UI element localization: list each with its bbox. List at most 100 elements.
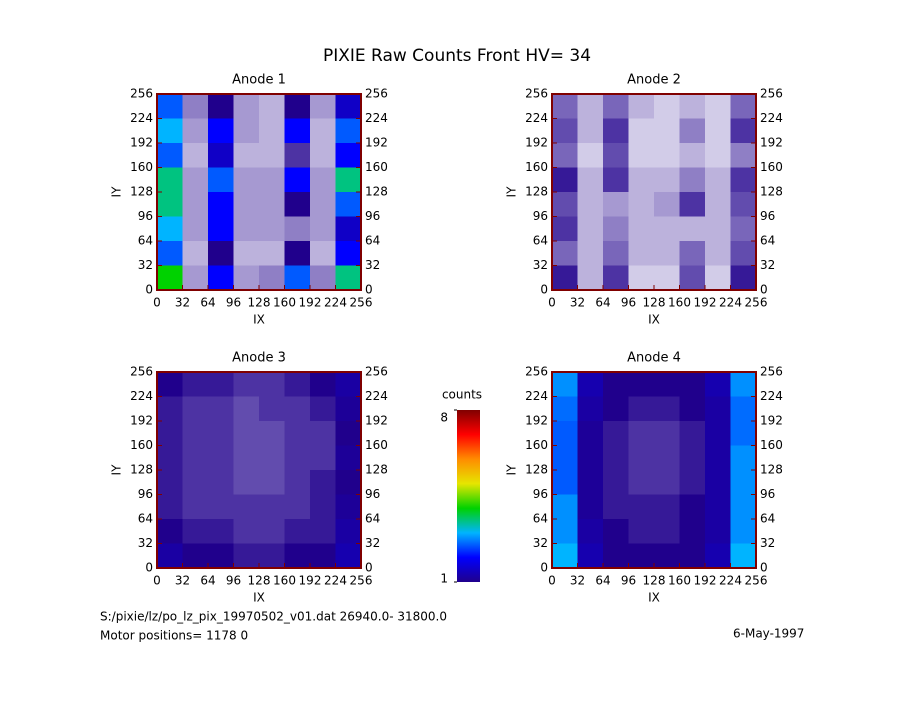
x-tick-label: 128 <box>643 296 666 310</box>
y2-tick-label: 0 <box>760 283 768 297</box>
x-tick-label: 160 <box>273 574 296 588</box>
heat-cell <box>284 421 310 446</box>
heat-cell <box>577 543 603 568</box>
x-tick-label: 32 <box>570 296 585 310</box>
heat-cell <box>628 265 654 290</box>
heat-cell <box>335 167 361 192</box>
heat-cell <box>654 265 680 290</box>
y-tick-label: 128 <box>525 185 548 199</box>
heat-cell <box>603 543 629 568</box>
y2-tick-label: 160 <box>365 160 388 174</box>
x-tick-label: 224 <box>719 574 742 588</box>
x-tick-label: 32 <box>175 296 190 310</box>
y-tick-label: 224 <box>130 111 153 125</box>
heat-cell <box>157 167 183 192</box>
heat-cell <box>552 192 578 217</box>
heat-cell <box>730 396 756 421</box>
y-axis-label: IY <box>110 464 124 476</box>
heat-cell <box>603 445 629 470</box>
heat-cell <box>233 143 259 168</box>
x-tick-label: 64 <box>200 296 215 310</box>
heat-cell <box>603 241 629 266</box>
heat-cell <box>679 494 705 519</box>
y-axis-label: IY <box>505 464 519 476</box>
y2-tick-label: 96 <box>365 209 380 223</box>
y-tick-label: 160 <box>525 160 548 174</box>
heat-cell <box>259 494 285 519</box>
heat-cell <box>552 372 578 397</box>
heat-cell <box>259 265 285 290</box>
heat-cell <box>284 94 310 119</box>
heat-cell <box>208 192 234 217</box>
heat-cell <box>157 519 183 544</box>
y-tick-label: 224 <box>525 389 548 403</box>
heat-cell <box>157 470 183 495</box>
heat-cell <box>654 241 680 266</box>
heat-cell <box>654 396 680 421</box>
heat-cell <box>730 143 756 168</box>
heat-cell <box>335 216 361 241</box>
heat-cell <box>233 494 259 519</box>
heat-cell <box>577 192 603 217</box>
heat-cell <box>654 519 680 544</box>
heat-cell <box>552 143 578 168</box>
heat-cell <box>552 167 578 192</box>
heat-cell <box>182 265 208 290</box>
date: 6-May-1997 <box>733 627 804 641</box>
heat-cell <box>182 94 208 119</box>
y2-tick-label: 256 <box>760 87 783 101</box>
y-tick-label: 128 <box>130 185 153 199</box>
heat-cell <box>284 494 310 519</box>
heat-cell <box>654 372 680 397</box>
heat-cell <box>628 118 654 143</box>
heat-cell <box>335 470 361 495</box>
heat-cell <box>208 118 234 143</box>
heat-cell <box>577 396 603 421</box>
heat-cell <box>182 143 208 168</box>
y2-tick-label: 64 <box>760 512 775 526</box>
x-tick-label: 160 <box>668 296 691 310</box>
heat-cell <box>284 143 310 168</box>
heat-cell <box>679 192 705 217</box>
heat-cell <box>208 265 234 290</box>
y2-tick-label: 224 <box>365 389 388 403</box>
y-tick-label: 160 <box>525 438 548 452</box>
x-tick-label: 256 <box>745 296 768 310</box>
heat-cell <box>233 543 259 568</box>
heat-cell <box>208 372 234 397</box>
heat-cell <box>552 94 578 119</box>
x-axis-label: IX <box>648 591 660 605</box>
y-tick-label: 96 <box>533 209 548 223</box>
heat-cell <box>182 470 208 495</box>
y-tick-label: 64 <box>533 512 548 526</box>
y-tick-label: 160 <box>130 438 153 452</box>
x-tick-label: 0 <box>153 574 161 588</box>
heat-cell <box>335 192 361 217</box>
heat-cell <box>310 118 336 143</box>
y2-tick-label: 96 <box>365 487 380 501</box>
heat-cell <box>157 494 183 519</box>
y-tick-label: 32 <box>533 258 548 272</box>
colorbar <box>457 410 480 582</box>
heat-cell <box>208 143 234 168</box>
heat-cell <box>233 470 259 495</box>
heat-cell <box>259 241 285 266</box>
heat-cell <box>628 143 654 168</box>
heat-cell <box>603 167 629 192</box>
heat-cell <box>679 519 705 544</box>
x-axis-label: IX <box>253 313 265 327</box>
x-tick-label: 192 <box>694 296 717 310</box>
x-tick-label: 224 <box>324 296 347 310</box>
heat-cell <box>335 372 361 397</box>
heat-cell <box>730 216 756 241</box>
heat-cell <box>335 118 361 143</box>
heat-cell <box>679 167 705 192</box>
heat-cell <box>182 118 208 143</box>
heat-cell <box>335 94 361 119</box>
x-tick-label: 32 <box>175 574 190 588</box>
y2-tick-label: 192 <box>760 136 783 150</box>
y2-tick-label: 32 <box>365 258 380 272</box>
heat-cell <box>259 167 285 192</box>
x-tick-label: 224 <box>719 296 742 310</box>
heat-cell <box>705 94 731 119</box>
